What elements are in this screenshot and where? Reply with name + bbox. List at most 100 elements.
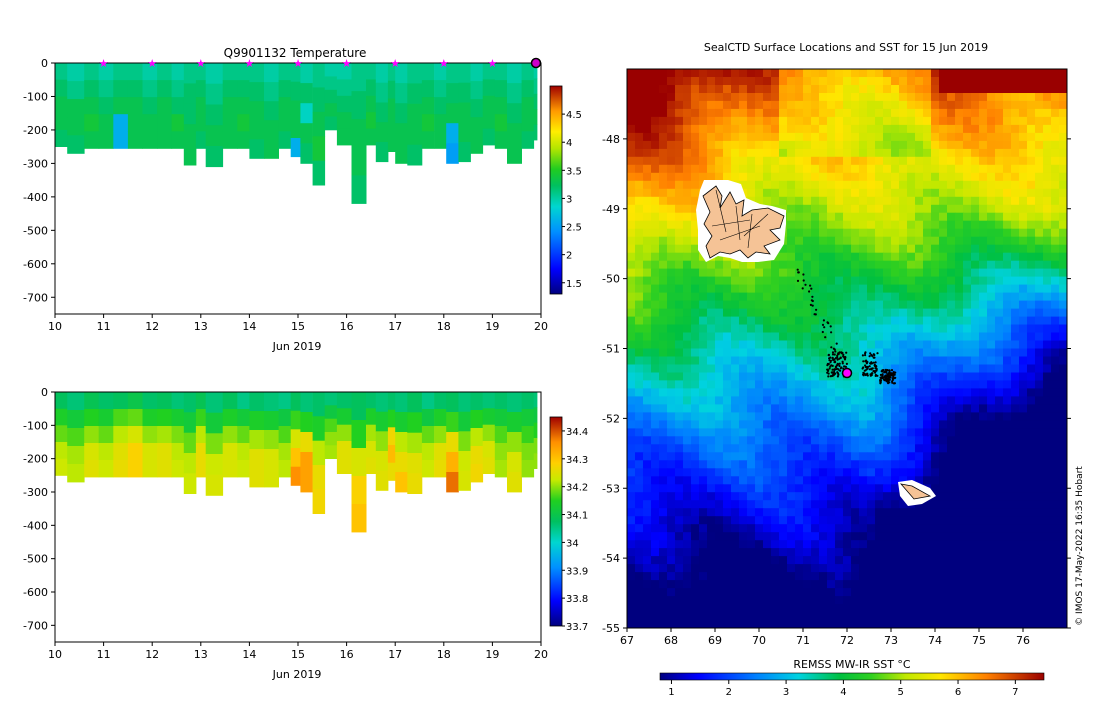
sst-cell — [803, 556, 812, 565]
sst-cell — [1059, 372, 1068, 381]
sst-cell — [915, 340, 924, 349]
sst-cell — [731, 404, 740, 413]
sst-cell — [1011, 548, 1020, 557]
section-cell — [470, 464, 484, 483]
sst-cell — [859, 196, 868, 206]
section-cell — [67, 81, 85, 100]
sst-cell — [851, 204, 860, 214]
sst-cell — [675, 196, 684, 206]
section-cell — [407, 124, 423, 145]
surface-location — [810, 287, 813, 290]
sst-cell — [803, 156, 812, 166]
sst-cell — [795, 372, 804, 381]
sst-cell — [779, 556, 788, 565]
sst-cell — [1019, 444, 1028, 453]
sst-cell — [971, 172, 980, 182]
sst-cell — [1035, 116, 1044, 126]
sst-cell — [859, 404, 868, 413]
section-cell — [67, 428, 85, 447]
sst-cell — [667, 244, 676, 254]
sst-cell — [1003, 140, 1012, 150]
sst-cell — [787, 500, 796, 509]
sst-cell — [931, 412, 940, 421]
sst-cell — [971, 164, 980, 174]
sst-cell — [675, 396, 684, 405]
sst-cell — [843, 180, 852, 190]
sst-cell — [915, 364, 924, 373]
sst-cell — [699, 124, 708, 134]
sst-cell — [939, 332, 948, 341]
sst-cell — [715, 284, 724, 294]
sst-cell — [851, 308, 860, 318]
section-cell — [127, 114, 143, 132]
sst-cell — [787, 404, 796, 413]
sst-cell — [1059, 132, 1068, 142]
sst-cell — [995, 444, 1004, 453]
sst-cell — [875, 388, 884, 397]
section-cell — [55, 458, 68, 476]
sst-cell — [955, 340, 964, 349]
sst-cell — [1019, 93, 1028, 102]
sst-cell — [731, 85, 740, 94]
sst-cell — [715, 548, 724, 557]
sst-cell — [691, 244, 700, 254]
sst-cell — [659, 580, 668, 589]
sst-cell — [819, 93, 828, 102]
surface-location — [868, 365, 871, 368]
sst-cell — [763, 93, 772, 102]
sst-cell — [667, 180, 676, 190]
surface-location — [870, 367, 873, 370]
sst-cell — [971, 316, 980, 326]
sst-cell — [667, 500, 676, 509]
sst-cell — [939, 596, 948, 605]
sst-cell — [955, 452, 964, 461]
sst-cell — [899, 564, 908, 573]
section-cell — [458, 122, 471, 143]
sst-cell — [971, 284, 980, 294]
sst-cell — [883, 596, 892, 605]
sst-cell — [843, 260, 852, 270]
sst-cell — [931, 212, 940, 222]
sst-cell — [979, 548, 988, 557]
sst-cell — [643, 236, 652, 246]
section-cell — [470, 410, 484, 429]
sst-cell — [963, 148, 972, 158]
sst-cell — [1043, 516, 1052, 525]
sst-cell — [683, 332, 692, 341]
sst-cell — [803, 548, 812, 557]
x-tick-label: 18 — [437, 648, 451, 661]
sst-cell — [843, 252, 852, 262]
section-cell — [290, 81, 301, 101]
sst-cell — [667, 380, 676, 389]
sst-cell — [1003, 252, 1012, 262]
sst-cell — [955, 108, 964, 118]
sst-cell — [667, 332, 676, 341]
sst-cell — [787, 124, 796, 134]
sst-cell — [747, 516, 756, 525]
section-cell — [142, 63, 158, 81]
sst-cell — [811, 364, 820, 373]
sst-cell — [731, 436, 740, 445]
sst-cell — [1011, 324, 1020, 333]
sst-cell — [915, 524, 924, 533]
sst-cell — [827, 116, 836, 126]
sst-cell — [1019, 172, 1028, 182]
sst-cell — [939, 69, 948, 78]
sst-cell — [995, 452, 1004, 461]
sst-cell — [755, 428, 764, 437]
sst-cell — [659, 484, 668, 493]
sst-cell — [811, 252, 820, 262]
sst-cell — [707, 108, 716, 118]
sst-cell — [987, 420, 996, 429]
sst-cell — [1035, 324, 1044, 333]
sst-cell — [899, 308, 908, 318]
sst-cell — [1011, 356, 1020, 365]
surface-location — [834, 366, 838, 369]
sst-cell — [635, 476, 644, 485]
sst-cell — [723, 148, 732, 158]
sst-cell — [699, 77, 708, 86]
sst-cell — [659, 140, 668, 150]
sst-cell — [947, 476, 956, 485]
map-colorbar-label: REMSS MW-IR SST °C — [793, 658, 911, 671]
sst-cell — [739, 164, 748, 174]
